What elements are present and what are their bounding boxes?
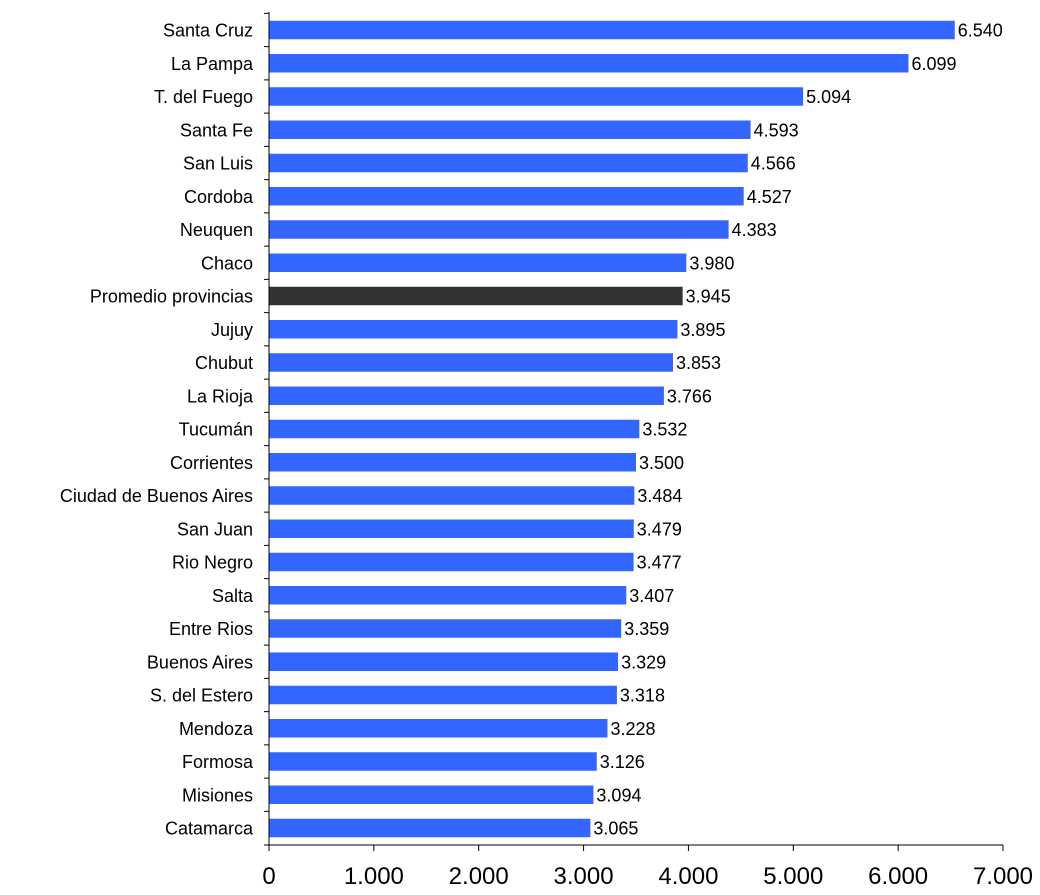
- category-label: Tucumán: [179, 420, 253, 440]
- category-labels-group: Santa Cruz La Pampa T. del Fuego Santa Fe Sa…: [60, 21, 254, 839]
- bar-series: [269, 685, 617, 705]
- value-label: 4.383: [732, 220, 777, 240]
- x-tick-label: 5.000: [763, 863, 823, 890]
- value-label: 3.895: [680, 320, 725, 340]
- value-label: 3.407: [629, 586, 674, 606]
- bar-series: [269, 320, 678, 339]
- value-label: 4.593: [754, 120, 799, 140]
- category-label: Buenos Aires: [147, 652, 253, 672]
- value-label: 3.479: [637, 519, 682, 539]
- value-label: 5.094: [806, 87, 851, 107]
- category-label: S. del Estero: [150, 686, 253, 706]
- bar-series: [269, 453, 636, 472]
- bar-series: [269, 220, 729, 239]
- bar-series: [269, 818, 591, 838]
- category-label: Rio Negro: [172, 553, 253, 573]
- category-label: San Juan: [177, 519, 253, 539]
- category-label: Promedio provincias: [90, 287, 253, 307]
- category-label: Salta: [212, 586, 254, 606]
- bar-series: [269, 419, 640, 439]
- value-label: 3.945: [686, 287, 731, 307]
- category-label: T. del Fuego: [154, 87, 253, 107]
- value-label: 3.484: [637, 486, 682, 506]
- value-label: 6.540: [958, 21, 1003, 41]
- category-label: Entre Rios: [169, 619, 253, 639]
- value-label: 3.126: [600, 752, 645, 772]
- category-label: Santa Fe: [180, 120, 253, 140]
- value-label: 3.318: [620, 686, 665, 706]
- value-label: 3.500: [639, 453, 684, 473]
- value-label: 3.329: [621, 652, 666, 672]
- category-label: Santa Cruz: [163, 21, 253, 41]
- bar-series: [269, 253, 687, 272]
- value-label: 3.980: [689, 253, 734, 273]
- bar-series: [269, 586, 627, 605]
- x-tick-label: 1.000: [344, 863, 404, 890]
- value-label: 3.766: [667, 386, 712, 406]
- category-label: Neuquen: [180, 220, 253, 240]
- category-label: Cordoba: [184, 187, 254, 207]
- value-label: 3.065: [593, 819, 638, 839]
- bar-series: [269, 386, 664, 405]
- value-label: 3.477: [637, 553, 682, 573]
- value-label: 3.094: [596, 785, 641, 805]
- category-label: Misiones: [182, 785, 253, 805]
- category-label: Formosa: [182, 752, 254, 772]
- bar-series: [269, 187, 744, 206]
- category-label: Chubut: [195, 353, 253, 373]
- bar-series: [269, 519, 634, 538]
- bar-series: [269, 752, 597, 771]
- bar-series: [269, 785, 594, 804]
- category-label: Ciudad de Buenos Aires: [60, 486, 253, 506]
- category-label: Jujuy: [211, 320, 253, 340]
- value-label: 4.527: [747, 187, 792, 207]
- x-tick-label: 3.000: [554, 863, 614, 890]
- x-ticks-group: 0 1.000 2.000 3.000 4.000 5.000 6.000 7.000: [262, 845, 1033, 890]
- bar-series: [269, 652, 619, 671]
- bar-series: [269, 120, 751, 139]
- bar-highlight: [269, 286, 683, 306]
- category-label: Mendoza: [179, 719, 254, 739]
- x-tick-label: 2.000: [449, 863, 509, 890]
- category-label: Chaco: [201, 253, 253, 273]
- bar-series: [269, 87, 804, 106]
- bar-series: [269, 552, 634, 572]
- value-label: 6.099: [912, 54, 957, 74]
- axes-group: [264, 12, 1003, 846]
- value-label: 3.228: [610, 719, 655, 739]
- category-label: Catamarca: [165, 819, 254, 839]
- bar-series: [269, 20, 955, 40]
- value-label: 4.566: [751, 154, 796, 174]
- value-label: 3.359: [624, 619, 669, 639]
- category-label: La Rioja: [187, 386, 254, 406]
- category-label: Corrientes: [170, 453, 253, 473]
- bars-group: [269, 20, 955, 838]
- x-tick-label: 7.000: [973, 863, 1033, 890]
- category-label: San Luis: [183, 154, 253, 174]
- bar-series: [269, 353, 674, 372]
- x-tick-label: 6.000: [868, 863, 928, 890]
- category-label: La Pampa: [171, 54, 254, 74]
- bar-series: [269, 719, 608, 738]
- x-tick-label: 4.000: [658, 863, 718, 890]
- bar-series: [269, 153, 748, 173]
- bar-series: [269, 54, 909, 73]
- bar-series: [269, 619, 622, 638]
- x-tick-label: 0: [262, 863, 275, 890]
- value-label: 3.853: [676, 353, 721, 373]
- bar-series: [269, 486, 635, 505]
- value-label: 3.532: [642, 420, 687, 440]
